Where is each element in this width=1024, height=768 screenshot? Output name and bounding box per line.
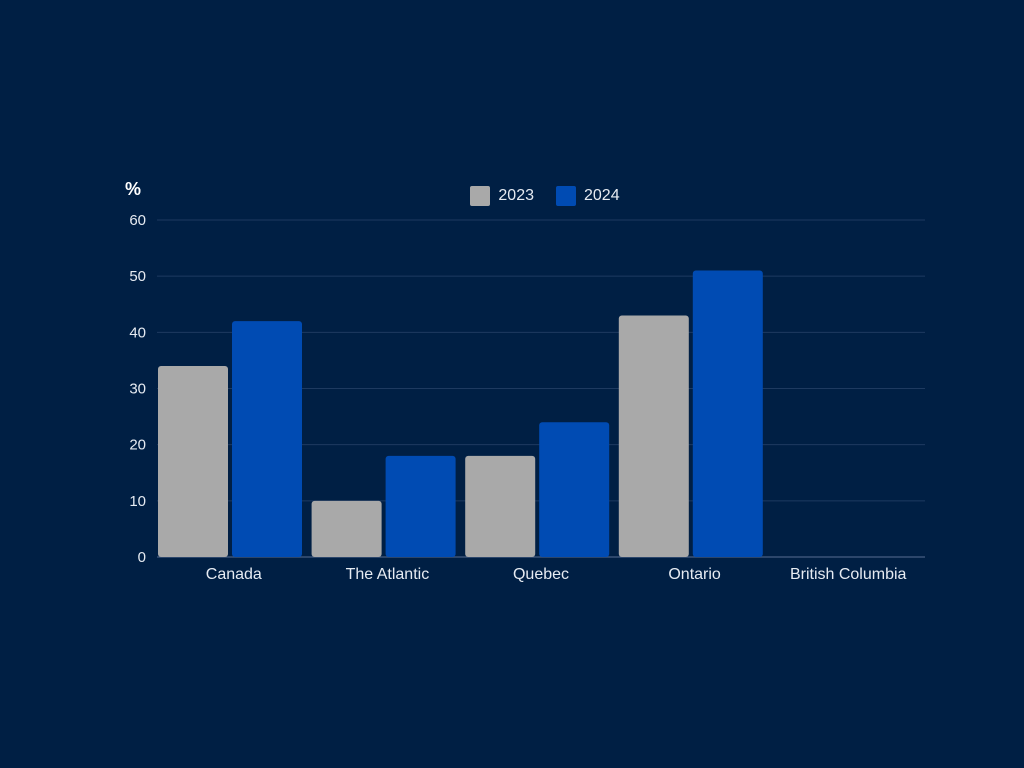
x-tick-label-the-atlantic: The Atlantic — [346, 566, 430, 583]
bar-2024-the-atlantic[interactable] — [385, 455, 456, 557]
y-tick-label-0: 0 — [138, 549, 146, 566]
x-tick-label-quebec: Quebec — [513, 566, 569, 583]
y-tick-label-50: 50 — [129, 268, 146, 285]
legend-swatch-2024 — [556, 186, 576, 206]
legend-item-2023[interactable]: 2023 — [470, 186, 534, 206]
bar-2023-ontario[interactable] — [618, 315, 689, 557]
x-tick-label-ontario: Ontario — [668, 566, 721, 583]
legend-label-2024: 2024 — [584, 187, 620, 204]
x-tick-label-british-columbia: British Columbia — [790, 566, 907, 583]
legend: 2023 2024 — [0, 186, 1024, 206]
bar-2023-canada[interactable] — [158, 366, 228, 557]
x-tick-label-canada: Canada — [206, 566, 262, 583]
bar-2023-the-atlantic[interactable] — [311, 500, 382, 557]
y-axis-unit-label: % — [125, 179, 142, 199]
bar-2024-ontario[interactable] — [692, 270, 763, 557]
y-tick-label-10: 10 — [129, 493, 146, 510]
y-tick-label-40: 40 — [129, 324, 146, 341]
y-tick-label-60: 60 — [129, 212, 146, 229]
bar-2024-quebec[interactable] — [539, 422, 610, 557]
bar-2023-quebec[interactable] — [465, 455, 536, 557]
bar-2024-canada[interactable] — [232, 321, 302, 557]
legend-item-2024[interactable]: 2024 — [556, 186, 620, 206]
y-tick-label-30: 30 — [129, 381, 146, 398]
y-tick-label-20: 20 — [129, 437, 146, 454]
legend-label-2023: 2023 — [498, 187, 534, 204]
legend-swatch-2023 — [470, 186, 491, 206]
